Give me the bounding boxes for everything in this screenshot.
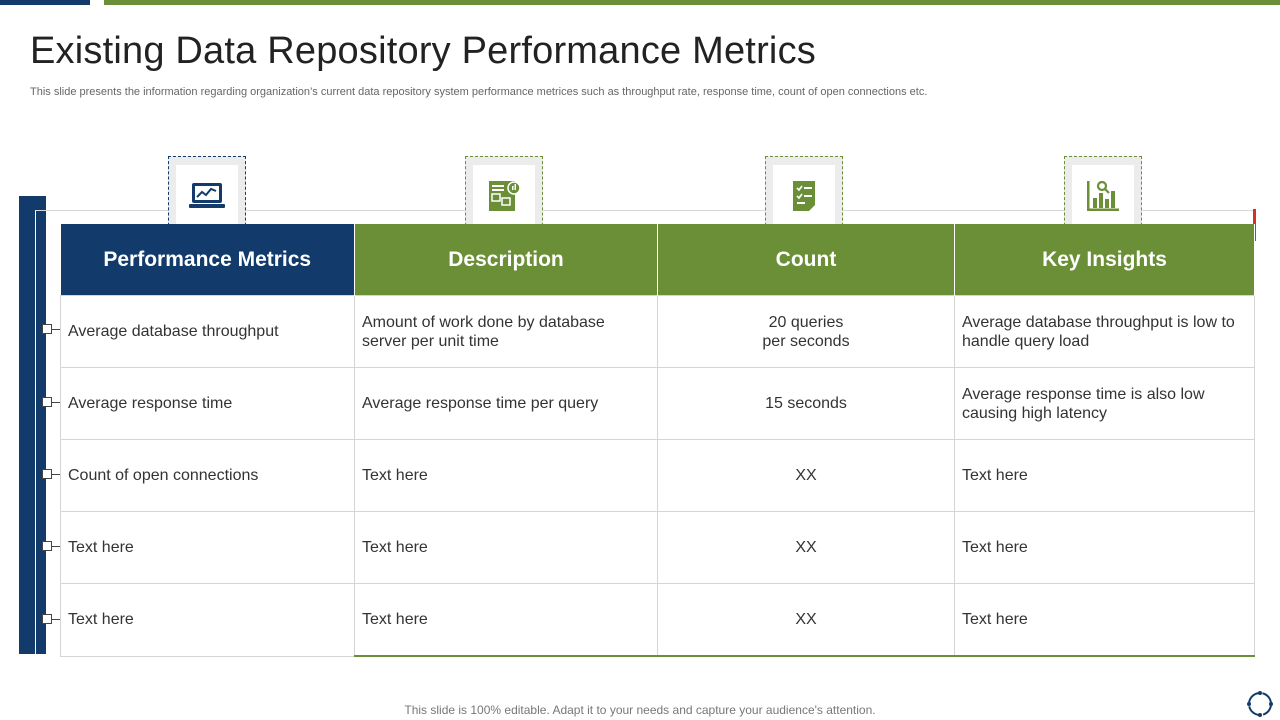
row-connector-line	[51, 474, 61, 475]
frame-top-line	[35, 210, 1255, 211]
laptop-chart-icon	[189, 183, 225, 208]
side-accent-bar	[19, 196, 46, 654]
header-icon-box-metrics	[168, 156, 246, 236]
cell-count: 20 queries per seconds	[657, 295, 955, 368]
header-icon-box-description	[465, 156, 543, 236]
table-row: Average database throughput Amount of wo…	[60, 295, 1255, 368]
table-header-row: Performance Metrics Description Count Ke…	[60, 224, 1255, 296]
cell-count: XX	[657, 511, 955, 584]
cell-description: Text here	[354, 511, 658, 584]
table-row: Count of open connections Text here XX T…	[60, 439, 1255, 512]
table-row: Average response time Average response t…	[60, 367, 1255, 440]
cell-insight: Average response time is also low causin…	[954, 367, 1255, 440]
cell-count: XX	[657, 439, 955, 512]
cell-description: Average response time per query	[354, 367, 658, 440]
refresh-icon[interactable]	[1246, 690, 1274, 718]
metrics-table: Performance Metrics Description Count Ke…	[60, 224, 1255, 657]
cell-insight: Text here	[954, 583, 1255, 657]
top-accent-green	[104, 0, 1280, 5]
footer-note: This slide is 100% editable. Adapt it to…	[404, 703, 876, 717]
cell-metric: Text here	[60, 583, 355, 657]
header-icon-box-count	[765, 156, 843, 236]
cell-insight: Text here	[954, 439, 1255, 512]
cell-metric: Count of open connections	[60, 439, 355, 512]
header-performance-metrics: Performance Metrics	[60, 224, 355, 296]
header-count: Count	[657, 224, 955, 296]
cell-description: Amount of work done by database server p…	[354, 295, 658, 368]
cell-count: XX	[657, 583, 955, 657]
cell-insight: Text here	[954, 511, 1255, 584]
cell-metric: Average response time	[60, 367, 355, 440]
cell-count: 15 seconds	[657, 367, 955, 440]
top-accent-blue	[0, 0, 90, 5]
header-icon-box-insights	[1064, 156, 1142, 236]
row-connector-line	[51, 619, 61, 620]
header-description: Description	[354, 224, 658, 296]
checklist-icon	[793, 181, 815, 211]
header-key-insights: Key Insights	[954, 224, 1255, 296]
slide-subtitle: This slide presents the information rega…	[30, 86, 928, 98]
cell-metric: Average database throughput	[60, 295, 355, 368]
cell-description: Text here	[354, 439, 658, 512]
cell-description: Text here	[354, 583, 658, 657]
cell-insight: Average database throughput is low to ha…	[954, 295, 1255, 368]
side-divider-line	[35, 210, 36, 654]
red-accent-mark	[1253, 209, 1256, 241]
report-document-icon	[489, 181, 521, 211]
row-connector-line	[51, 329, 61, 330]
row-connector-line	[51, 546, 61, 547]
cell-metric: Text here	[60, 511, 355, 584]
table-row: Text here Text here XX Text here	[60, 583, 1255, 657]
table-row: Text here Text here XX Text here	[60, 511, 1255, 584]
row-connector-line	[51, 402, 61, 403]
analytics-chart-icon	[1087, 180, 1119, 211]
slide-title: Existing Data Repository Performance Met…	[30, 30, 816, 72]
